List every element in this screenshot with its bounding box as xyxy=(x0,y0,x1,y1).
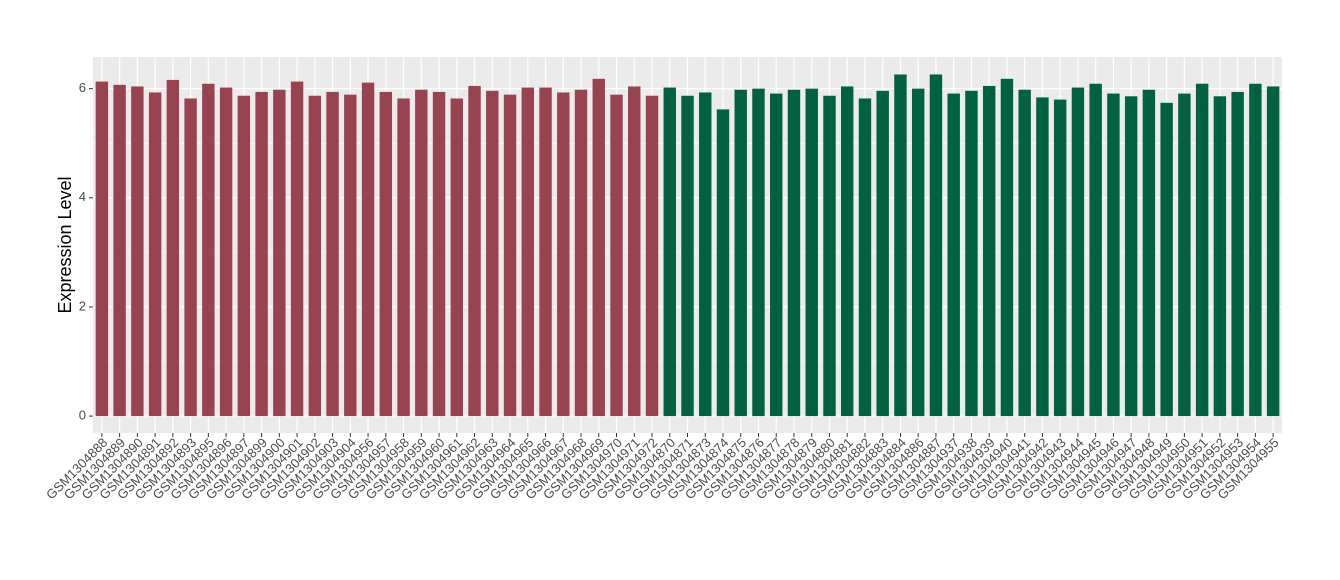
bar xyxy=(184,98,197,417)
bar xyxy=(166,79,180,417)
bar xyxy=(95,81,109,417)
bar xyxy=(929,74,943,417)
bar xyxy=(574,89,588,417)
bar xyxy=(645,95,659,417)
y-tick-label: 6 xyxy=(79,80,86,95)
bar xyxy=(823,95,836,417)
bar xyxy=(557,92,570,417)
bar xyxy=(237,95,251,417)
y-axis-label: Expression Level xyxy=(55,176,75,313)
bar xyxy=(432,91,446,417)
bar xyxy=(716,109,730,417)
bar xyxy=(486,90,499,417)
bar xyxy=(450,98,464,417)
bar xyxy=(255,91,268,417)
bar xyxy=(308,95,322,417)
bar xyxy=(521,87,534,417)
bar xyxy=(770,93,783,417)
bar xyxy=(787,89,801,417)
bar xyxy=(344,94,357,417)
bar xyxy=(965,90,978,417)
bar xyxy=(202,83,215,417)
bar xyxy=(734,89,747,417)
bar xyxy=(1178,93,1191,417)
bar xyxy=(841,86,854,417)
bar xyxy=(397,98,410,417)
y-tick-label: 0 xyxy=(79,408,86,423)
bar xyxy=(911,88,925,417)
bar xyxy=(1160,102,1173,417)
bar xyxy=(947,93,960,417)
bar xyxy=(1036,97,1049,417)
bar xyxy=(539,87,552,417)
bar xyxy=(273,89,286,417)
y-tick-label: 2 xyxy=(79,298,86,313)
bar xyxy=(1249,83,1262,417)
bar xyxy=(468,85,481,417)
bar xyxy=(628,86,641,417)
bar xyxy=(805,88,818,417)
bar xyxy=(1195,83,1209,417)
bar xyxy=(415,89,428,417)
bar xyxy=(379,91,393,417)
bar xyxy=(663,87,676,417)
bar xyxy=(1071,87,1085,417)
bar xyxy=(592,78,605,417)
bar xyxy=(148,92,162,417)
bar xyxy=(876,90,889,417)
bar xyxy=(699,92,712,417)
bar xyxy=(1107,93,1120,417)
bar xyxy=(894,74,907,417)
bar xyxy=(1089,83,1102,417)
bar xyxy=(752,88,765,417)
bar xyxy=(858,98,872,417)
bar xyxy=(982,85,996,417)
bar xyxy=(681,95,694,417)
bar xyxy=(113,84,126,417)
bar xyxy=(1266,86,1280,417)
y-tick-label: 4 xyxy=(79,189,86,204)
bar xyxy=(1053,99,1067,417)
bar xyxy=(290,81,304,417)
bar xyxy=(131,86,144,417)
bar xyxy=(326,91,339,417)
bar xyxy=(1124,96,1138,417)
bar xyxy=(1213,96,1227,417)
bar xyxy=(503,94,517,417)
bar xyxy=(1142,89,1156,417)
bar xyxy=(361,82,375,417)
bar xyxy=(1000,78,1014,417)
bar xyxy=(1231,91,1244,417)
bar xyxy=(219,87,233,417)
bar xyxy=(1018,89,1031,417)
bar xyxy=(610,94,623,417)
